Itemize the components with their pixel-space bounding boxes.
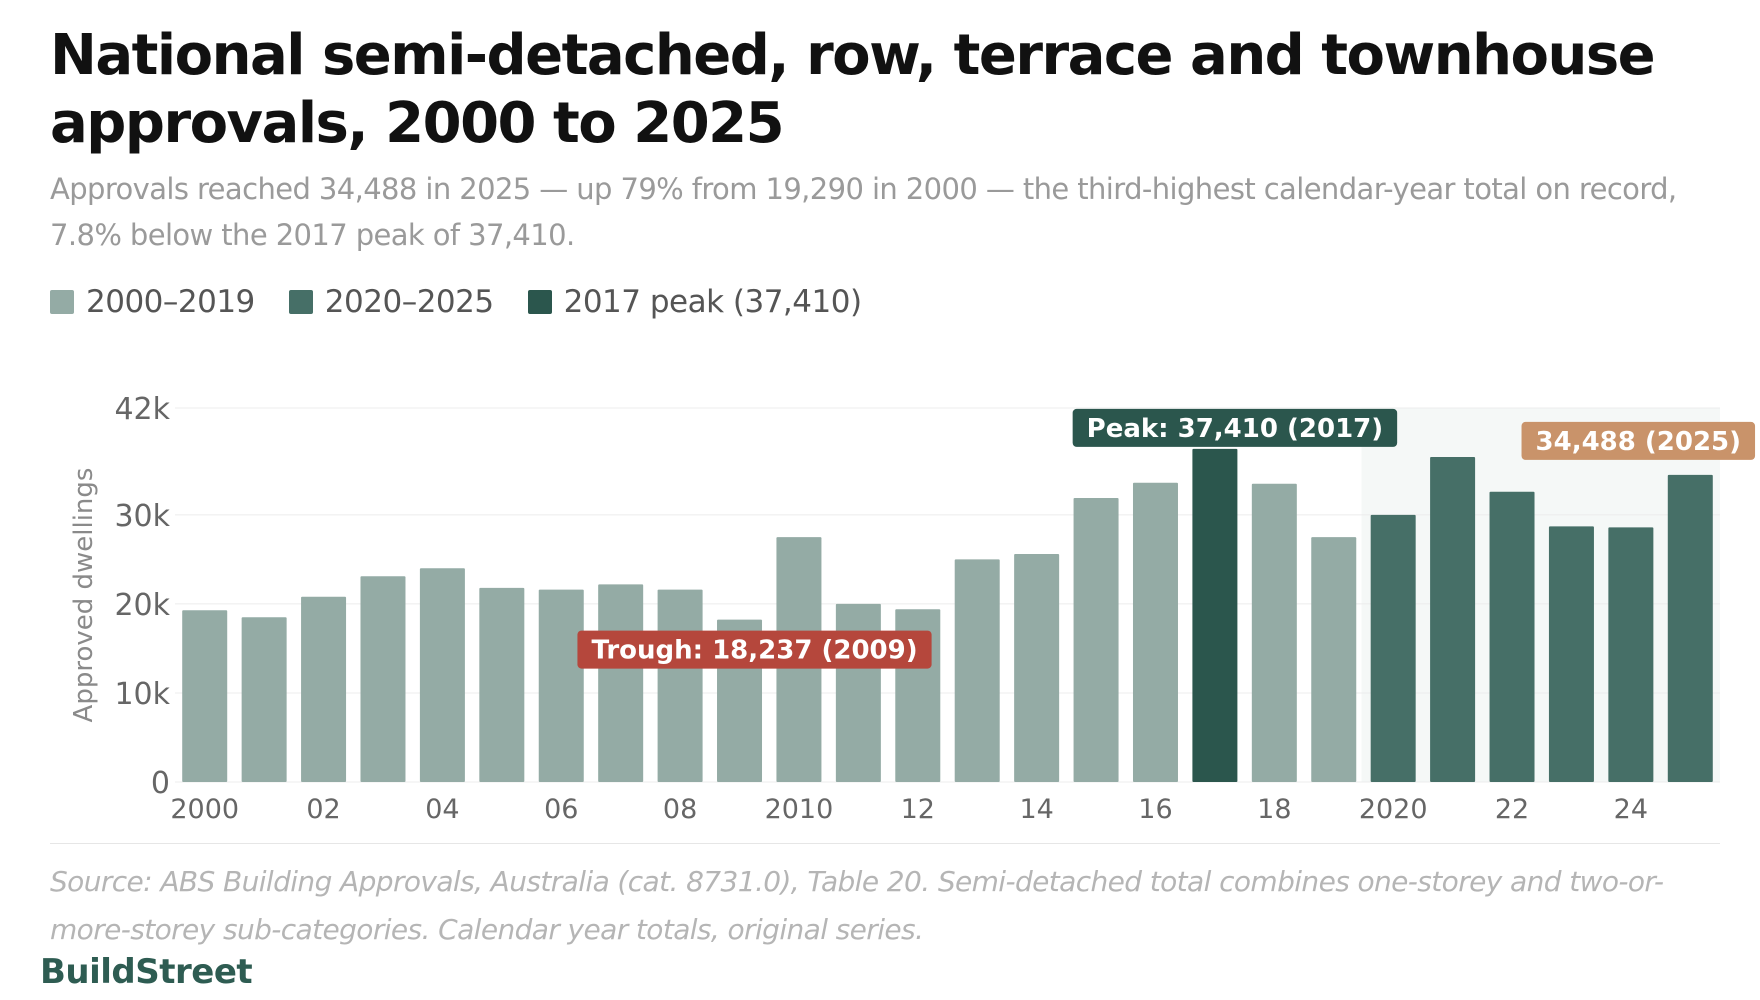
bar-2004 — [419, 568, 465, 782]
y-axis-ticks: 0 10k 20k 30k 42k — [114, 392, 170, 801]
y-tick-label: 10k — [114, 677, 170, 712]
trough-annotation-label: Trough: 18,237 (2009) — [591, 636, 917, 666]
legend-swatch-peak — [527, 290, 552, 314]
x-tick-label: 2010 — [765, 794, 834, 825]
x-tick-label: 02 — [306, 794, 340, 825]
bar-2001 — [241, 617, 287, 782]
x-tick-label: 22 — [1495, 794, 1529, 825]
x-tick-label: 06 — [544, 794, 578, 825]
x-tick-label: 2000 — [170, 794, 239, 825]
y-tick-label: 20k — [114, 588, 170, 623]
x-axis-ticks: 2000 02 04 06 08 2010 12 14 16 18 2020 22 24 — [170, 794, 1648, 825]
bar-2024 — [1608, 527, 1654, 782]
bar-2017 — [1192, 448, 1238, 782]
trough-annotation-box — [577, 630, 932, 669]
legend-label-2020-2025: 2020–2025 — [324, 284, 494, 320]
legend-label-peak: 2017 peak (37,410) — [563, 284, 862, 320]
y-tick-label: 30k — [114, 499, 170, 534]
legend-item-2000-2019: 2000–2019 — [50, 284, 255, 320]
bar-2013 — [954, 559, 1000, 782]
y-tick-label: 0 — [151, 766, 170, 801]
source-note: Source: ABS Building Approvals, Australi… — [50, 865, 1664, 946]
recent-years-band — [1361, 408, 1720, 782]
chart-subtitle: Approvals reached 34,488 in 2025 — up 79… — [50, 172, 1677, 252]
bar-2000 — [182, 610, 228, 782]
annotations: Peak: 37,410 (2017) Trough: 18,237 (2009… — [577, 408, 1756, 669]
bar-2014 — [1014, 554, 1060, 782]
bar-2002 — [301, 596, 347, 782]
x-tick-label: 12 — [901, 794, 935, 825]
x-tick-label: 24 — [1614, 794, 1648, 825]
bar-2003 — [360, 576, 406, 782]
peak-annotation-box — [1072, 408, 1398, 447]
y-axis-label: Approved dwellings — [69, 468, 99, 723]
bar-2025 — [1667, 474, 1713, 782]
legend-swatch-2000-2019 — [50, 290, 74, 314]
latest-annotation: 34,488 (2025) — [1521, 421, 1756, 460]
x-tick-label: 18 — [1257, 794, 1291, 825]
bar-2008 — [657, 589, 703, 782]
bar-2019 — [1311, 537, 1357, 782]
legend-item-2020-2025: 2020–2025 — [288, 284, 494, 320]
bar-2018 — [1251, 483, 1297, 782]
x-tick-label: 04 — [425, 794, 459, 825]
bar-2015 — [1073, 497, 1119, 782]
x-tick-label: 14 — [1019, 794, 1053, 825]
bar-2022 — [1489, 491, 1535, 782]
bar-2021 — [1430, 456, 1476, 782]
x-tick-label: 16 — [1138, 794, 1172, 825]
legend-swatch-2020-2025 — [288, 290, 313, 314]
legend: 2000–2019 2020–2025 2017 peak (37,410) — [50, 284, 862, 320]
bar-2023 — [1548, 526, 1594, 782]
trough-annotation: Trough: 18,237 (2009) — [577, 630, 932, 669]
footer-divider — [50, 843, 1720, 844]
bar-2020 — [1370, 514, 1416, 782]
peak-annotation: Peak: 37,410 (2017) — [1072, 408, 1398, 447]
legend-item-peak: 2017 peak (37,410) — [527, 284, 862, 320]
latest-annotation-label: 34,488 (2025) — [1536, 427, 1742, 457]
brand-logo: BuildStreet — [40, 952, 253, 992]
peak-annotation-label: Peak: 37,410 (2017) — [1087, 414, 1384, 444]
bar-2005 — [479, 587, 525, 782]
y-tick-label: 42k — [114, 392, 170, 427]
legend-label-2000-2019: 2000–2019 — [86, 284, 255, 320]
bar-2006 — [538, 589, 584, 782]
x-tick-label: 2020 — [1359, 794, 1428, 825]
x-tick-label: 08 — [663, 794, 697, 825]
bar-2016 — [1132, 482, 1178, 782]
bars — [182, 448, 1713, 782]
bar-chart: 0 10k 20k 30k 42k Approved dwellings 2000 02 0… — [69, 392, 1756, 825]
latest-annotation-box — [1521, 421, 1756, 460]
chart-title: National semi-detached, row, terrace and… — [50, 23, 1656, 156]
bar-2007 — [598, 584, 644, 782]
